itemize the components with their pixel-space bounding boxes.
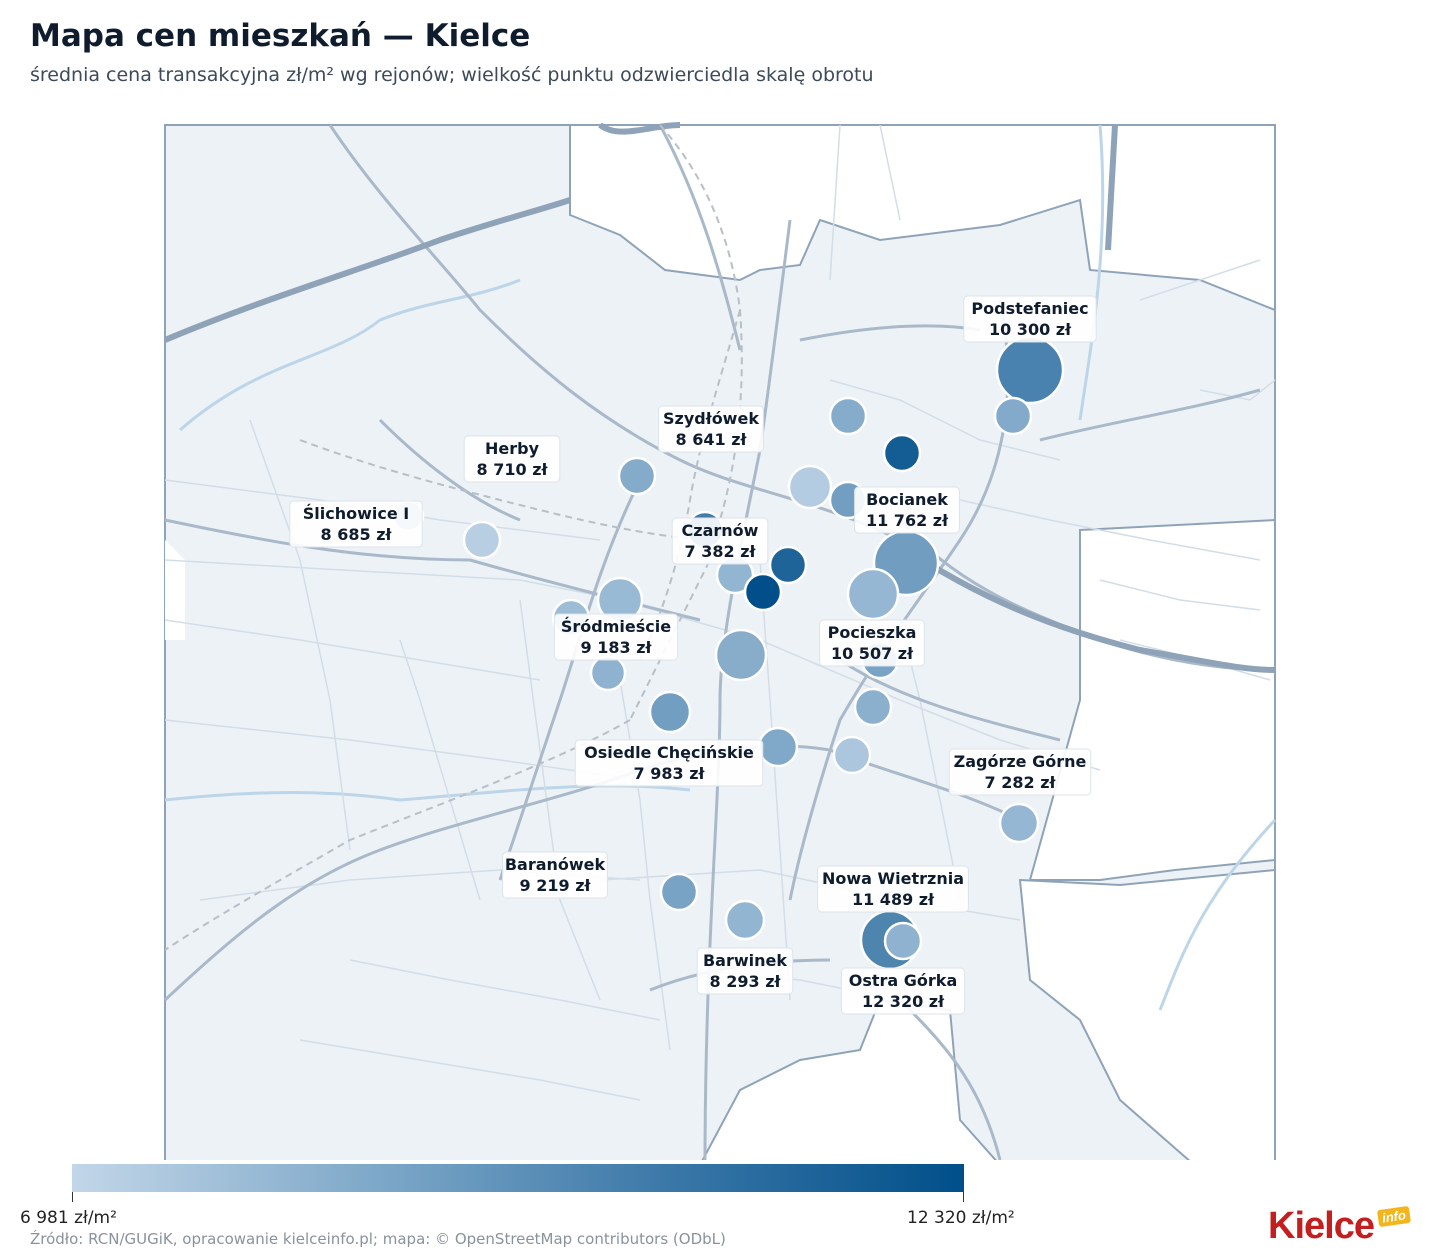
district-label: Bocianek 11 762 zł [854, 486, 960, 534]
color-scale-bar [72, 1164, 964, 1192]
label-box [854, 486, 960, 534]
district-price: 8 641 zł [676, 430, 748, 449]
district-price: 7 382 zł [685, 542, 757, 561]
price-point [617, 456, 657, 496]
district-label: Baranówek 9 219 zł [502, 851, 608, 899]
district-label: Barwinek 8 293 zł [696, 947, 794, 995]
legend-max-label: 12 320 zł/m² [907, 1208, 1015, 1228]
price-point [768, 545, 808, 585]
price-point [995, 335, 1065, 405]
logo-info-badge: info [1376, 1205, 1411, 1228]
label-box [948, 748, 1092, 796]
price-point [462, 520, 502, 560]
district-price: 10 507 zł [831, 644, 914, 663]
label-box [574, 739, 764, 787]
legend-tick-min [72, 1192, 73, 1202]
city-map: Podstefaniec 10 300 zł Szydłówek 8 641 zł He… [163, 122, 1277, 1160]
district-label: Szydłówek 8 641 zł [658, 405, 764, 453]
label-box [963, 295, 1097, 343]
price-point [853, 687, 893, 727]
district-price: 9 183 zł [581, 638, 653, 657]
district-name: Czarnów [682, 521, 759, 540]
district-labels: Podstefaniec 10 300 zł Szydłówek 8 641 zł He… [289, 295, 1097, 1015]
price-point [882, 433, 922, 473]
price-point [743, 572, 783, 612]
label-box [502, 851, 608, 899]
district-name: Nowa Wietrznia [822, 869, 964, 888]
district-label: Ostra Górka 12 320 zł [840, 967, 966, 1015]
map-cutout-se [1018, 868, 1276, 1160]
district-label: Podstefaniec 10 300 zł [963, 295, 1097, 343]
price-point [589, 654, 627, 692]
price-point [659, 872, 699, 912]
legend-min-label: 6 981 zł/m² [20, 1208, 117, 1228]
district-label: Śródmieście 9 183 zł [553, 613, 679, 661]
district-name: Ostra Górka [849, 971, 957, 990]
price-point [714, 628, 768, 682]
price-point [846, 567, 900, 621]
district-label: Ślichowice I 8 685 zł [289, 500, 423, 548]
district-price: 7 983 zł [634, 764, 706, 783]
district-price: 11 489 zł [852, 890, 935, 909]
label-box [289, 500, 423, 548]
legend-tick-max [963, 1192, 964, 1202]
district-label: Osiedle Chęcińskie 7 983 zł [574, 739, 764, 787]
label-box [671, 517, 769, 565]
district-price: 12 320 zł [862, 992, 945, 1011]
price-point [883, 921, 923, 961]
district-name: Ślichowice I [303, 504, 409, 523]
district-label: Pocieszka 10 507 zł [819, 619, 925, 667]
price-point [757, 726, 799, 768]
price-point [998, 802, 1040, 844]
district-name: Szydłówek [663, 409, 759, 428]
label-box [817, 865, 969, 913]
expressway [163, 122, 1276, 673]
district-name: Herby [485, 439, 540, 458]
district-name: Pocieszka [828, 623, 917, 642]
district-price: 9 219 zł [520, 876, 592, 895]
label-box [553, 613, 679, 661]
district-price: 8 710 zł [477, 460, 549, 479]
label-box [819, 619, 925, 667]
price-point [828, 396, 868, 436]
source-note: Źródło: RCN/GUGiK, opracowanie kielceinf… [30, 1230, 726, 1248]
district-name: Baranówek [505, 855, 606, 874]
price-point [724, 899, 766, 941]
price-point [648, 690, 692, 734]
district-label: Nowa Wietrznia 11 489 zł [817, 865, 969, 913]
district-name: Zagórze Górne [954, 752, 1087, 771]
price-point [832, 735, 872, 775]
label-box [840, 967, 966, 1015]
map-subtitle: średnia cena transakcyjna zł/m² wg rejon… [30, 64, 874, 86]
district-name: Podstefaniec [971, 299, 1088, 318]
district-name: Bocianek [866, 490, 948, 509]
map-cutout-west [165, 540, 185, 640]
label-box [658, 405, 764, 453]
price-point [787, 464, 833, 510]
district-label: Herby 8 710 zł [463, 435, 561, 483]
district-label: Czarnów 7 382 zł [671, 517, 769, 565]
district-name: Barwinek [703, 951, 787, 970]
district-price: 8 293 zł [710, 972, 782, 991]
district-label: Zagórze Górne 7 282 zł [948, 748, 1092, 796]
district-name: Śródmieście [561, 617, 671, 636]
district-price: 11 762 zł [866, 511, 949, 530]
kielceinfo-logo: Kielce [1268, 1205, 1375, 1247]
district-price: 10 300 zł [989, 320, 1072, 339]
price-point [993, 396, 1033, 436]
district-name: Osiedle Chęcińskie [584, 743, 754, 762]
label-box [463, 435, 561, 483]
label-box [696, 947, 794, 995]
map-title: Mapa cen mieszkań — Kielce [30, 18, 531, 54]
district-price: 7 282 zł [985, 773, 1057, 792]
district-price: 8 685 zł [321, 525, 393, 544]
